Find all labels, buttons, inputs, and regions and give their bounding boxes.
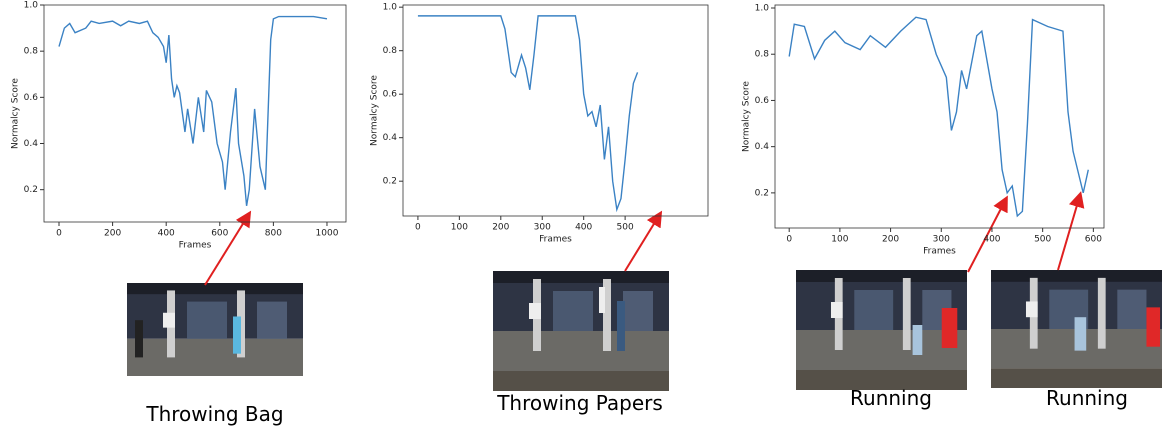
x-tick-label: 500 xyxy=(1034,235,1051,245)
plot-frame xyxy=(774,4,1105,229)
arrows xyxy=(204,191,1085,286)
plot-frame xyxy=(402,4,709,217)
x-axis-label: Frames xyxy=(179,241,212,251)
x-tick-label: 200 xyxy=(882,235,899,245)
x-tick-label: 300 xyxy=(534,223,551,233)
y-tick-label: 0.6 xyxy=(383,90,398,100)
x-axis-label: Frames xyxy=(923,247,956,257)
y-tick-label: 0.6 xyxy=(24,93,39,103)
line xyxy=(58,15,328,206)
x-tick-label: 400 xyxy=(575,223,592,233)
y-tick-label: 0.2 xyxy=(755,188,769,198)
x-tick-label: 500 xyxy=(617,223,634,233)
y-tick-label: 0.8 xyxy=(24,47,39,57)
y-axis-label: Normalcy Score xyxy=(11,78,21,149)
x-tick-label: 100 xyxy=(451,223,468,233)
caption: Throwing Bag xyxy=(145,402,283,426)
y-tick-label: 0.2 xyxy=(24,185,38,195)
x-tick-label: 0 xyxy=(415,223,421,233)
y-tick-label: 1.0 xyxy=(383,3,398,13)
y-axis-label: Normalcy Score xyxy=(742,81,752,152)
x-tick-label: 200 xyxy=(104,229,121,239)
x-tick-label: 600 xyxy=(1085,235,1102,245)
x-tick-label: 200 xyxy=(492,223,509,233)
x-tick-label: 400 xyxy=(983,235,1000,245)
x-axis-label: Frames xyxy=(539,235,572,245)
y-tick-label: 0.2 xyxy=(383,177,397,187)
x-tick-label: 0 xyxy=(56,229,62,239)
y-tick-label: 0.4 xyxy=(383,133,398,143)
line xyxy=(788,16,1089,218)
y-tick-label: 0.4 xyxy=(24,139,39,149)
x-tick-label: 100 xyxy=(831,235,848,245)
x-tick-label: 300 xyxy=(933,235,950,245)
y-tick-label: 1.0 xyxy=(755,4,770,14)
photo xyxy=(127,270,1162,391)
y-tick-label: 0.8 xyxy=(755,50,770,60)
x-tick-label: 800 xyxy=(265,229,282,239)
y-tick-label: 0.6 xyxy=(755,96,770,106)
line xyxy=(417,15,639,213)
y-axis-label: Normalcy Score xyxy=(370,75,380,146)
y-tick-label: 1.0 xyxy=(24,1,39,11)
x-tick-label: 1000 xyxy=(316,229,339,239)
x-tick-label: 0 xyxy=(786,235,792,245)
y-tick-label: 0.8 xyxy=(383,46,398,56)
x-tick-label: 400 xyxy=(158,229,175,239)
y-tick-label: 0.4 xyxy=(755,142,770,152)
plot-frame xyxy=(43,4,347,223)
caption: Running xyxy=(1046,386,1128,410)
caption: Running xyxy=(850,386,932,410)
x-tick-label: 600 xyxy=(211,229,228,239)
caption: Throwing Papers xyxy=(496,391,663,415)
